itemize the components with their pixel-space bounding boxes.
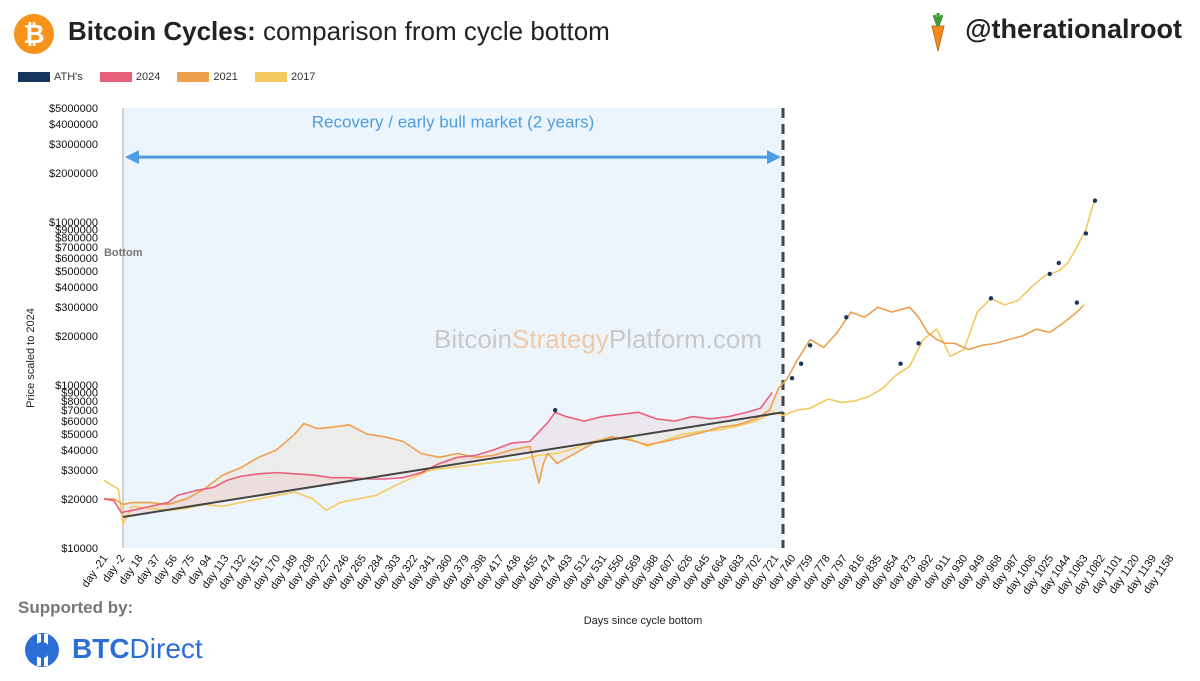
y-tick-label: $300000 bbox=[55, 302, 98, 314]
y-tick-label: $60000 bbox=[61, 416, 98, 428]
chart-legend: ATH's 2024 2021 2017 bbox=[18, 71, 329, 87]
legend-swatch-2017 bbox=[254, 72, 287, 83]
page-title: Bitcoin Cycles: comparison from cycle bo… bbox=[68, 16, 610, 47]
legend-label-2024: 2024 bbox=[135, 71, 161, 84]
y-tick-label: $400000 bbox=[55, 282, 98, 294]
y-tick-label: $700000 bbox=[55, 242, 98, 254]
sponsor-name[interactable]: BTCDirect bbox=[72, 633, 203, 665]
sponsor-rest: Direct bbox=[129, 633, 203, 664]
ath-marker bbox=[916, 341, 921, 346]
trend-line bbox=[122, 411, 784, 518]
supported-by-label: Supported by: bbox=[18, 598, 134, 617]
ath-marker bbox=[798, 361, 804, 366]
ath-marker bbox=[1092, 198, 1098, 203]
recovery-arrow-left-head bbox=[124, 150, 139, 165]
y-tick-label: $500000 bbox=[55, 266, 98, 278]
area-2024-vs-trend bbox=[122, 392, 773, 517]
title-bold: Bitcoin Cycles: bbox=[68, 16, 256, 46]
y-tick-label: $100000 bbox=[55, 380, 98, 392]
legend-item-2017[interactable]: 2017 bbox=[254, 71, 316, 84]
y-tick-label: $5000000 bbox=[49, 103, 98, 115]
title-rest: comparison from cycle bottom bbox=[255, 16, 610, 46]
legend-item-2021[interactable]: 2021 bbox=[177, 71, 238, 84]
ath-marker bbox=[1047, 271, 1052, 277]
y-tick-label: $800000 bbox=[55, 233, 98, 245]
ath-marker bbox=[552, 408, 558, 413]
y-tick-label: $50000 bbox=[61, 429, 98, 441]
y-tick-label: $900000 bbox=[55, 224, 98, 236]
x-axis-label: Days since cycle bottom bbox=[584, 615, 703, 627]
y-tick-label: $3000000 bbox=[49, 139, 98, 151]
y-tick-label: $600000 bbox=[55, 253, 98, 265]
y-tick-label: $90000 bbox=[61, 387, 98, 399]
y-tick-label: $70000 bbox=[61, 405, 98, 417]
recovery-region bbox=[122, 108, 784, 548]
sponsor-bold: BTC bbox=[72, 633, 130, 664]
ath-marker bbox=[988, 296, 994, 301]
ath-marker bbox=[844, 315, 849, 320]
y-axis-label: Price scaled to 2024 bbox=[25, 308, 37, 408]
y-tick-label: $2000000 bbox=[49, 168, 98, 180]
ath-marker bbox=[1056, 260, 1061, 266]
legend-swatch-2024 bbox=[99, 72, 132, 83]
ath-marker bbox=[1083, 231, 1089, 236]
carrot-icon bbox=[931, 13, 945, 52]
watermark: BitcoinStrategyPlatform.com bbox=[434, 324, 762, 354]
area-2021-vs-trend bbox=[122, 388, 784, 517]
legend-label-ath: ATH's bbox=[54, 71, 83, 84]
legend-swatch-2021 bbox=[177, 72, 210, 83]
recovery-label: Recovery / early bull market (2 years) bbox=[312, 112, 594, 131]
header: ₿ Bitcoin Cycles: comparison from cycle … bbox=[0, 0, 1200, 66]
bottom-label: Bottom bbox=[104, 247, 143, 259]
bitcoin-icon: ₿ bbox=[14, 14, 54, 54]
y-tick-label: $20000 bbox=[61, 494, 98, 506]
series-line-2021 bbox=[104, 304, 1085, 506]
btc-direct-logo-icon bbox=[25, 633, 59, 667]
y-tick-label: $200000 bbox=[55, 331, 98, 343]
legend-item-ath[interactable]: ATH's bbox=[18, 71, 83, 83]
legend-label-2021: 2021 bbox=[213, 71, 238, 84]
y-tick-label: $80000 bbox=[61, 396, 98, 408]
y-tick-label: $40000 bbox=[61, 445, 98, 457]
ath-marker bbox=[789, 376, 795, 381]
ath-marker bbox=[807, 343, 813, 348]
ath-marker bbox=[1074, 300, 1080, 305]
y-tick-label: $1000000 bbox=[49, 217, 98, 229]
series-line-2017 bbox=[103, 197, 1096, 525]
author-handle[interactable]: @therationalroot bbox=[965, 14, 1182, 44]
recovery-arrow-right-head bbox=[767, 150, 782, 165]
legend-swatch-ath bbox=[18, 72, 50, 83]
y-tick-label: $10000 bbox=[61, 543, 98, 555]
y-tick-label: $4000000 bbox=[49, 119, 98, 131]
y-tick-label: $30000 bbox=[61, 465, 98, 477]
ath-marker bbox=[898, 361, 903, 366]
legend-item-2024[interactable]: 2024 bbox=[99, 71, 161, 84]
legend-label-2017: 2017 bbox=[290, 71, 316, 84]
